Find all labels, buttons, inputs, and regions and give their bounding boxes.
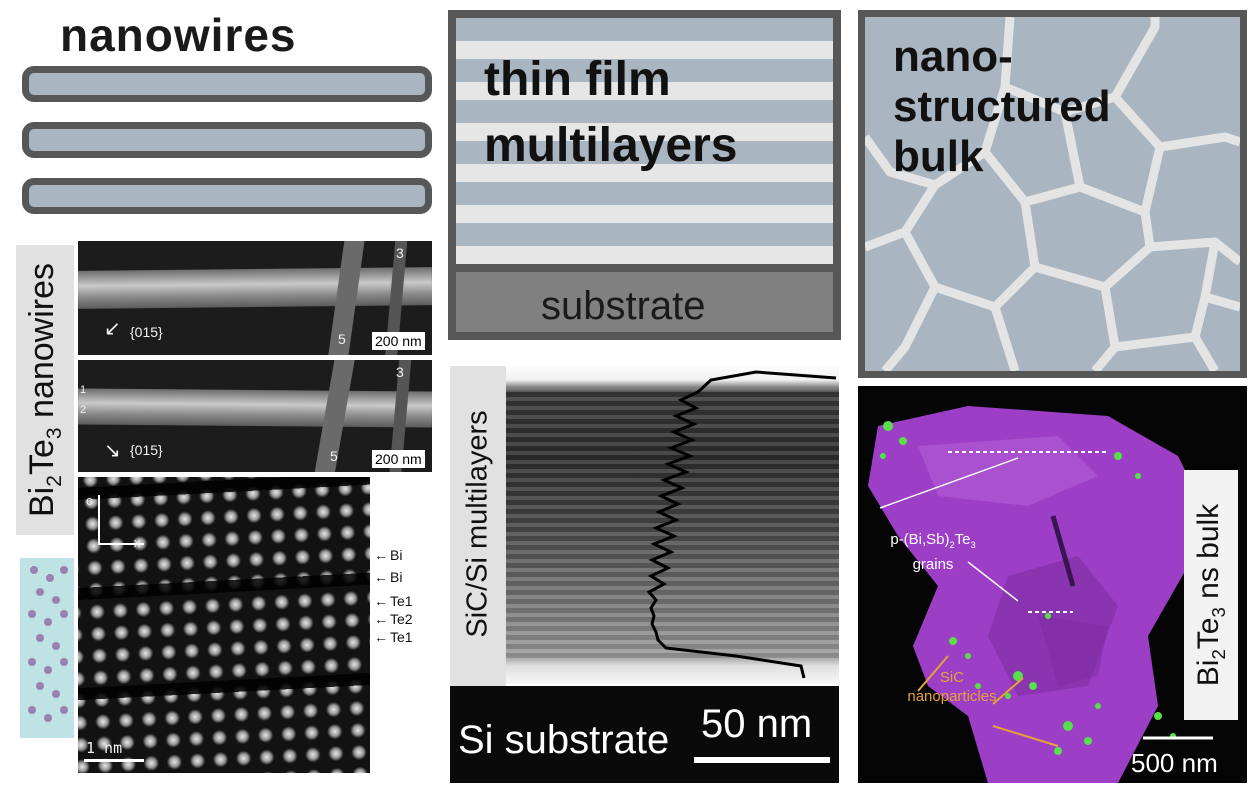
intensity-profile-line	[646, 370, 837, 679]
thin-film-title-line2: multilayers	[484, 119, 738, 172]
grain-structure	[865, 17, 1240, 371]
nano-bulk-title-line3: bulk	[893, 132, 984, 181]
scale-bar-label: 50 nm	[701, 702, 813, 746]
sic-si-side-label: SiC/Si multilayers	[461, 410, 494, 638]
grains-label: p-(Bi,Sb)2Te3 grains	[890, 531, 976, 573]
substrate-layer	[456, 272, 833, 332]
bulk-sem-image: p-(Bi,Sb)2Te3 grains SiC nanoparticles 5…	[858, 386, 1247, 783]
hrtem-image: c x 1 nm	[78, 477, 370, 773]
scale-bar-label: 500 nm	[1131, 748, 1218, 778]
atom-label-te1-2: ← Te1	[374, 629, 413, 645]
wire-label-1: 1	[80, 384, 87, 396]
sic-si-side-box	[450, 366, 506, 686]
multilayer-stack	[456, 18, 833, 264]
rod-label-5: 5	[330, 448, 338, 464]
bi2te3-bulk-side-box	[1184, 470, 1238, 720]
atom-label-bi-2: ← Bi	[374, 569, 403, 585]
nanowire-bar-1	[22, 66, 432, 102]
bi2te3-nanowires-side-label: Bi2Te3 nanowires	[23, 262, 66, 518]
bi2te3-bulk-side-label: Bi2Te3 ns bulk	[1192, 503, 1229, 687]
grain-micrograph	[868, 406, 1213, 783]
axis-c-label: c	[86, 493, 93, 508]
scale-bar	[84, 759, 144, 762]
scale-bar	[694, 757, 830, 763]
nano-bulk-title-line2: structured	[893, 82, 1111, 131]
si-substrate-label: Si substrate	[458, 718, 670, 762]
sic-si-tem-image	[506, 366, 839, 684]
direction-label: {015}	[130, 442, 163, 458]
rod-label-3: 3	[396, 245, 404, 261]
nanowire-strip	[78, 388, 432, 428]
layer-gaps	[78, 477, 370, 773]
substrate-label: substrate	[541, 284, 706, 328]
direction-arrow: ↙	[104, 318, 121, 340]
scale-bar-label: 200 nm	[372, 450, 425, 468]
direction-label: {015}	[130, 324, 163, 340]
sic-nanoparticles-label: SiC nanoparticles	[907, 669, 997, 705]
nano-bulk-panel	[858, 10, 1247, 378]
axis-x-arrow	[98, 543, 144, 545]
atom-lattice	[28, 566, 68, 722]
nanowire-sem-image-2: ↘ {015} 5 3 1 2 200 nm	[78, 360, 432, 472]
nanowire-sem-image-1: ↙ {015} 5 3 200 nm	[78, 241, 432, 355]
direction-arrow: ↘	[104, 440, 121, 462]
thin-film-title-line1: thin film	[484, 53, 671, 106]
axis-x-label: x	[134, 535, 141, 550]
atom-label-te1-1: ← Te1	[374, 593, 413, 609]
nanowire-bar-3	[22, 178, 432, 214]
si-substrate-region	[450, 686, 839, 783]
bi2te3-nanowires-side-box	[16, 245, 74, 535]
nanowire-strip	[78, 267, 432, 309]
rod-label-5: 5	[338, 331, 346, 347]
crystal-structure-model	[20, 558, 74, 738]
rod-label-3: 3	[396, 364, 404, 380]
scale-bar-label: 200 nm	[372, 332, 425, 350]
scale-bar-label: 1 nm	[86, 739, 123, 757]
atom-label-bi-1: ← Bi	[374, 547, 403, 563]
thin-film-panel	[448, 10, 841, 340]
nanowires-title: nanowires	[60, 9, 297, 61]
wire-label-2: 2	[80, 404, 87, 416]
atom-label-te2: ← Te2	[374, 611, 413, 627]
axis-c-arrow	[98, 495, 100, 543]
nano-bulk-title-line1: nano-	[893, 32, 1013, 81]
nanowire-bar-2	[22, 122, 432, 158]
